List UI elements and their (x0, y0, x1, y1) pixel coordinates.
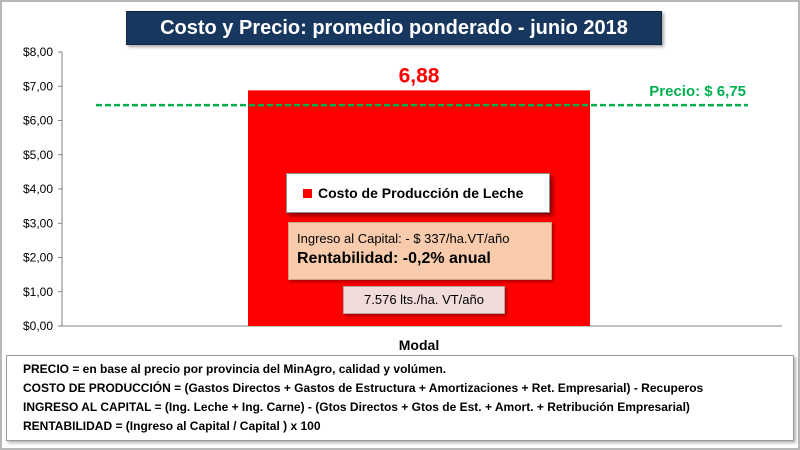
y-tick-label: $5,00 (23, 148, 53, 162)
profitability-text: Rentabilidad: -0,2% anual (297, 250, 491, 267)
legend-swatch (303, 188, 312, 198)
note-rentabilidad: RENTABILIDAD = (Ingreso al Capital / Cap… (23, 419, 321, 433)
y-tick-label: $6,00 (23, 114, 53, 128)
note-precio: PRECIO = en base al precio por provincia… (23, 362, 447, 376)
legend-label: Costo de Producción de Leche (318, 185, 524, 201)
price-reference-label: Precio: $ 6,75 (649, 83, 746, 100)
y-tick-label: $3,00 (23, 216, 53, 230)
y-tick-label: $8,00 (23, 45, 53, 59)
capital-income-text: Ingreso al Capital: - $ 337/ha.VT/año (297, 231, 510, 246)
note-costo: COSTO DE PRODUCCIÓN = (Gastos Directos +… (23, 381, 704, 395)
x-category-label: Modal (399, 337, 439, 353)
note-ingreso: INGRESO AL CAPITAL = (Ing. Leche + Ing. … (23, 400, 690, 414)
chart-title: Costo y Precio: promedio ponderado - jun… (126, 11, 662, 45)
legend: Costo de Producción de Leche (286, 173, 550, 213)
y-tick-label: $7,00 (23, 79, 53, 93)
y-tick-label: $0,00 (23, 319, 53, 333)
y-tick-label: $2,00 (23, 251, 53, 265)
y-tick-label: $1,00 (23, 285, 53, 299)
capital-income-box: Ingreso al Capital: - $ 337/ha.VT/año Re… (288, 222, 552, 280)
y-tick-label: $4,00 (23, 182, 53, 196)
bar-value-label: 6,88 (399, 64, 440, 87)
definitions-box: PRECIO = en base al precio por provincia… (6, 355, 794, 441)
liters-box: 7.576 lts./ha. VT/año (343, 286, 505, 314)
